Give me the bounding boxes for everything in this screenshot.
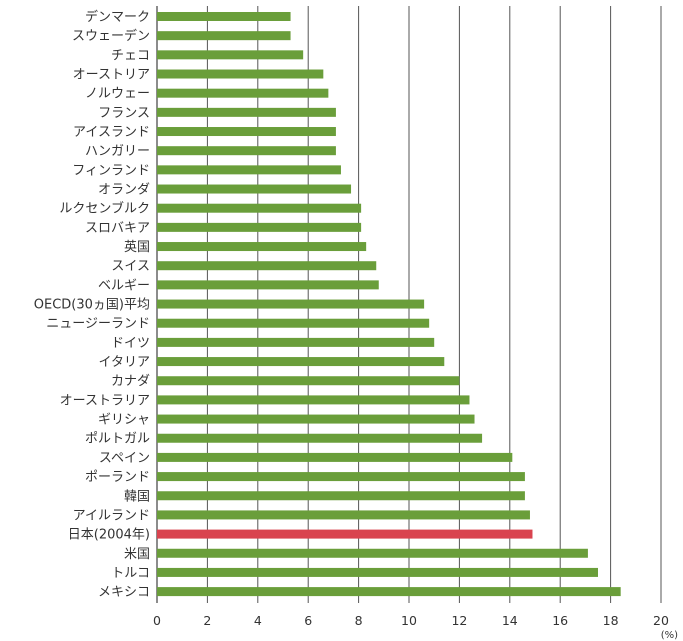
category-label: フィンランド: [72, 163, 150, 178]
bar: [157, 261, 377, 271]
bar: [157, 50, 304, 60]
category-label: ドイツ: [111, 336, 150, 351]
bar: [157, 548, 588, 558]
bar: [157, 510, 530, 520]
category-label: スイス: [111, 259, 150, 274]
bar: [157, 203, 362, 213]
x-tick-label: 18: [603, 613, 619, 628]
category-labels: デンマークスウェーデンチェコオーストリアノルウェーフランスアイスランドハンガリー…: [34, 9, 150, 600]
category-label: アイルランド: [73, 508, 150, 523]
bar: [157, 184, 352, 194]
category-label: 英国: [124, 240, 150, 255]
bar: [157, 12, 291, 21]
bar: [157, 69, 324, 79]
x-tick-label: 12: [451, 613, 467, 628]
category-label: ニュージーランド: [46, 317, 150, 332]
category-label: カナダ: [111, 374, 150, 389]
bar: [157, 280, 379, 290]
x-axis-ticks: 0 2 4 6 8 10 12 14 16 18 20: [153, 613, 669, 628]
x-tick-label: 4: [254, 613, 262, 628]
x-tick-label: 2: [203, 613, 211, 628]
category-label: 米国: [124, 547, 150, 562]
category-label: ポルトガル: [85, 432, 150, 447]
x-tick-label: 10: [401, 613, 417, 628]
x-tick-label: 14: [502, 613, 518, 628]
x-tick-label: 16: [552, 613, 568, 628]
bar: [157, 567, 598, 577]
category-label: メキシコ: [98, 585, 150, 600]
highlight-bar: [157, 529, 533, 539]
bar: [157, 299, 425, 309]
category-label: スロバキア: [85, 221, 150, 236]
bar: [157, 127, 336, 137]
x-tick-label: 0: [153, 613, 161, 628]
bar: [157, 146, 336, 156]
bar: [157, 472, 525, 482]
category-label: チェコ: [111, 48, 150, 63]
category-label: オーストリア: [73, 68, 150, 83]
bar: [157, 395, 470, 405]
bar: [157, 491, 525, 501]
category-label: フランス: [98, 106, 150, 121]
bar: [157, 587, 621, 597]
highlight-category-label: 日本(2004年): [68, 528, 150, 543]
bar: [157, 222, 362, 232]
bar: [157, 433, 483, 443]
bar: [157, 414, 475, 424]
category-label: ポーランド: [85, 470, 150, 485]
x-tick-label: 8: [355, 613, 363, 628]
x-tick-label: 6: [304, 613, 312, 628]
category-label: ハンガリー: [85, 144, 150, 159]
unit-label: (%): [661, 630, 678, 641]
category-label: ルクセンブルク: [59, 201, 150, 217]
bar: [157, 452, 513, 462]
category-label: 韓国: [124, 489, 150, 504]
bar: [157, 337, 435, 347]
bar: [157, 318, 430, 328]
bar: [157, 31, 291, 41]
category-label: デンマーク: [85, 9, 150, 25]
category-label: アイスランド: [73, 125, 150, 140]
category-label: オーストラリア: [60, 393, 150, 408]
bars: [157, 12, 621, 597]
category-label: ノルウェー: [85, 87, 150, 102]
bar: [157, 376, 460, 386]
category-label: イタリア: [99, 355, 150, 370]
bar: [157, 357, 445, 367]
category-label: OECD(30ヵ国)平均: [34, 298, 150, 313]
bar: [157, 88, 329, 98]
category-label: オランダ: [98, 183, 150, 198]
x-tick-label: 20: [653, 613, 669, 628]
bar: [157, 165, 341, 175]
bar: [157, 242, 367, 252]
category-label: スペイン: [99, 451, 150, 466]
category-label: ベルギー: [98, 278, 150, 293]
category-label: トルコ: [111, 566, 150, 581]
bar: [157, 107, 336, 117]
category-label: ギリシャ: [98, 413, 150, 428]
category-label: スウェーデン: [72, 28, 150, 44]
